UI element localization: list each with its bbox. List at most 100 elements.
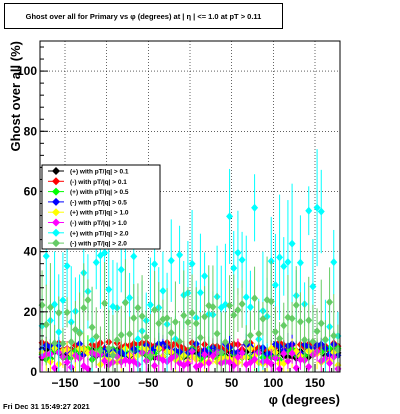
data-point (251, 355, 259, 364)
data-points (38, 149, 342, 373)
data-point (284, 257, 292, 266)
x-axis-label: φ (degrees) (269, 392, 340, 407)
data-point (46, 303, 54, 312)
data-point (196, 288, 204, 297)
data-point (280, 262, 288, 271)
y-tick-label: 20 (24, 305, 38, 319)
data-point (180, 311, 188, 320)
data-point (67, 337, 75, 346)
legend-marker (52, 167, 60, 175)
data-point (271, 327, 279, 336)
data-point (96, 346, 104, 355)
data-point (296, 258, 304, 267)
data-point (301, 335, 309, 344)
data-point (238, 300, 246, 309)
data-point (292, 301, 300, 310)
data-point (234, 353, 242, 362)
data-point (101, 356, 109, 365)
data-point (159, 340, 167, 349)
data-point (76, 329, 84, 338)
y-tick-label: 60 (24, 184, 38, 198)
data-point (117, 265, 125, 274)
data-point (130, 252, 138, 261)
legend-marker (52, 218, 60, 227)
data-point (326, 359, 334, 368)
legend-entry: (-) with pT/|q| > 0.5 (70, 199, 127, 206)
data-point (121, 356, 129, 365)
data-point (42, 320, 50, 329)
data-point (305, 206, 313, 215)
data-point (317, 319, 325, 328)
data-point (167, 328, 175, 337)
data-point (126, 357, 134, 366)
data-point (155, 319, 163, 328)
data-point (80, 303, 88, 312)
data-point (330, 258, 338, 267)
data-point (221, 338, 229, 347)
y-tick-label: 100 (17, 64, 37, 78)
legend-entry: (+) with pT/|q| > 1.0 (70, 210, 129, 217)
data-point (309, 282, 317, 291)
data-point (217, 348, 225, 357)
data-point (288, 314, 296, 323)
y-tick-label: 40 (24, 245, 38, 259)
data-point (105, 285, 113, 294)
data-point (92, 258, 100, 267)
x-tick-label: 50 (225, 376, 239, 390)
data-point (101, 248, 109, 257)
data-point (59, 339, 67, 348)
legend-marker (52, 177, 60, 186)
timestamp-footer: Fri Dec 31 15:49:27 2021 (3, 402, 90, 411)
y-axis-label: Ghost over all (%) (8, 41, 23, 152)
data-point (59, 296, 67, 305)
data-point (296, 317, 304, 326)
data-point (251, 294, 259, 303)
series-7 (38, 256, 342, 372)
data-point (259, 314, 267, 323)
data-point (230, 311, 238, 320)
data-point (276, 334, 284, 343)
data-point (321, 335, 329, 344)
data-point (196, 360, 204, 369)
chart-title: Ghost over all for Primary vs φ (degrees… (4, 3, 283, 29)
data-point (151, 260, 159, 269)
data-point (234, 248, 242, 257)
data-point (271, 353, 279, 362)
data-point (42, 252, 50, 261)
data-point (84, 296, 92, 305)
data-point (130, 314, 138, 323)
data-point (117, 330, 125, 339)
data-point (63, 308, 71, 317)
x-tick-label: 150 (305, 376, 325, 390)
data-point (184, 318, 192, 327)
y-tick-label: 0 (30, 365, 37, 379)
data-point (134, 335, 142, 344)
data-point (55, 328, 63, 337)
data-point (63, 261, 71, 270)
legend-marker (52, 208, 60, 217)
data-point (196, 333, 204, 342)
data-point (188, 259, 196, 268)
data-point (176, 337, 184, 346)
data-point (276, 253, 284, 262)
data-point (84, 348, 92, 357)
data-point (159, 286, 167, 295)
data-point (209, 302, 217, 311)
x-tick-label: −100 (93, 376, 120, 390)
data-point (101, 299, 109, 308)
data-point (109, 351, 117, 360)
data-point (55, 308, 63, 317)
data-point (113, 335, 121, 344)
data-point (288, 349, 296, 358)
data-point (271, 281, 279, 290)
data-point (92, 332, 100, 341)
x-tick-label: 0 (187, 376, 194, 390)
data-point (313, 203, 321, 212)
data-point (313, 327, 321, 336)
data-point (234, 306, 242, 315)
data-point (167, 256, 175, 265)
data-point (163, 314, 171, 323)
x-tick-label: −150 (51, 376, 78, 390)
x-tick-label: −50 (138, 376, 159, 390)
data-point (138, 312, 146, 321)
